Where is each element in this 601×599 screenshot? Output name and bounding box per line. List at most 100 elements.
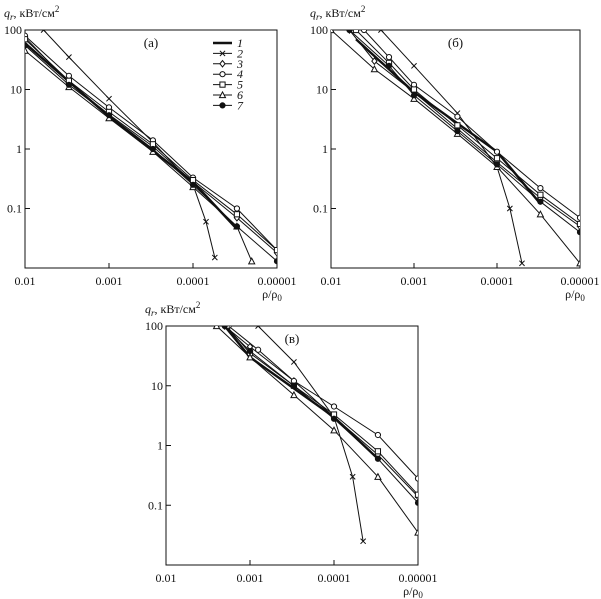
legend-label-3: 3 [236, 57, 243, 71]
series-5-point [410, 86, 418, 93]
chart-panel-2: 0.01 0.001 0.0001 0.00001 100 10 1 0.1 qr, кВт/с… [310, 4, 600, 303]
plot-area [331, 30, 580, 267]
series-7-point [233, 223, 241, 230]
series-5-point [537, 191, 544, 198]
x-tick-label: 0.001 [401, 274, 428, 288]
legend-marker-7 [219, 102, 226, 109]
series-line-4 [363, 30, 580, 219]
series-4-point [65, 72, 73, 79]
y-tick-label: 100 [145, 319, 163, 333]
y-tick-label: 1 [322, 142, 328, 156]
series-2-point [211, 254, 218, 261]
legend-marker-3 [219, 59, 226, 68]
x-tick-label: 0.00001 [399, 571, 438, 585]
series-line-5 [226, 326, 418, 496]
x-tick-label: 0.001 [96, 274, 123, 288]
y-tick-label: 100 [4, 23, 22, 37]
chart-panel-3: 0.01 0.001 0.0001 0.00001 100 10 1 0.1 qr, кВт/с… [145, 300, 438, 599]
series-line-4 [228, 326, 418, 479]
series-7-point [410, 92, 418, 99]
series-4-point [374, 431, 382, 439]
series-2-point [106, 95, 112, 102]
y-tick-label: 100 [310, 23, 328, 37]
series-line-7 [224, 326, 418, 504]
series-7-point [221, 326, 228, 330]
series-4-point [233, 205, 241, 212]
series-2-point [290, 359, 297, 365]
series-7-point [149, 145, 157, 153]
x-tick-label: 0.01 [321, 274, 342, 288]
series-4-point [576, 214, 580, 221]
series-6-point [247, 257, 256, 265]
series-4-point [385, 54, 393, 61]
series-7-point [493, 161, 501, 168]
legend-label-6: 6 [237, 88, 243, 102]
x-tick-label: 0.001 [237, 571, 264, 585]
series-7-point [346, 30, 353, 34]
series-5-point [493, 155, 501, 162]
series-5-point [454, 122, 461, 129]
plot-area [212, 326, 418, 545]
chart-panel-1: 0.01 0.001 0.0001 0.00001 100 10 1 0.1 qr, кВт/с… [4, 4, 297, 303]
series-7-point [25, 42, 29, 49]
series-line-1 [25, 42, 238, 230]
series-7-point [374, 455, 382, 462]
series-7-point [273, 258, 277, 265]
series-6-point [374, 472, 382, 480]
y-tick-label: 1 [157, 439, 163, 453]
series-7-point [385, 62, 393, 69]
series-6-point [370, 64, 379, 73]
series-2-point [378, 30, 384, 33]
legend-label-7: 7 [237, 98, 244, 112]
series-7-point [290, 382, 298, 389]
series-6-point [290, 390, 298, 399]
x-tick-label: 0.0001 [318, 571, 351, 585]
plot-frame [330, 29, 581, 269]
series-4-point [493, 148, 501, 155]
series-4-point [360, 30, 368, 34]
series-2-point [349, 473, 356, 480]
legend-marker-4 [219, 71, 226, 78]
series-7-point [105, 112, 113, 119]
series-6-point [576, 259, 580, 267]
series-6-point [536, 210, 545, 218]
series-2-point [519, 260, 525, 267]
series-line-6 [25, 50, 253, 262]
series-6-point [331, 30, 335, 34]
series-6-point [330, 426, 338, 434]
series-3-point [371, 57, 378, 66]
legend-label-5: 5 [237, 78, 243, 92]
series-5-point [374, 448, 382, 455]
series-7-point [454, 127, 461, 135]
legend-label-2: 2 [237, 46, 243, 60]
series-4-point [414, 475, 418, 482]
series-5-point [233, 211, 241, 218]
series-4-point [537, 185, 544, 192]
series-6-point [414, 528, 418, 536]
series-7-point [576, 229, 580, 236]
series-6-point [212, 326, 221, 330]
series-7-point [537, 198, 544, 205]
series-2-point [411, 62, 417, 69]
series-line-6 [216, 326, 418, 533]
series-line-2 [380, 30, 523, 264]
plot-area [25, 30, 277, 265]
y-tick-label: 0.1 [313, 202, 328, 216]
y-tick-label: 10 [10, 83, 22, 97]
series-line-2 [257, 326, 364, 542]
legend-label-1: 1 [237, 36, 243, 50]
series-4-point [330, 403, 338, 410]
series-4-point [454, 113, 461, 120]
x-tick-label: 0.00001 [258, 274, 297, 288]
series-4-point [255, 346, 262, 353]
series-6-point [25, 46, 29, 54]
series-5-point [576, 220, 580, 228]
series-line-6 [331, 30, 580, 264]
series-7-point [246, 348, 254, 355]
series-2-point [40, 30, 47, 33]
series-line-1 [355, 38, 542, 205]
y-axis-label: qr, кВт/см2 [4, 4, 59, 22]
series-7-point [330, 415, 338, 422]
